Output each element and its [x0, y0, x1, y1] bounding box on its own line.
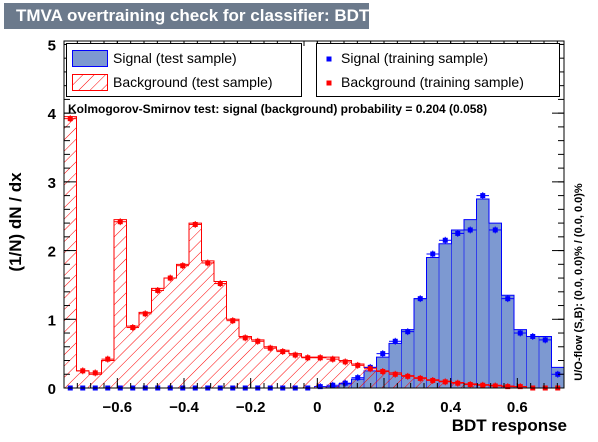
- background-training-point: [64, 115, 77, 123]
- overflow-note: U/O-flow (S,B): (0.0, 0.0)% / (0.0, 0.0)…: [573, 183, 585, 381]
- x-tick-label: 0.2: [374, 399, 395, 416]
- legend-test: Signal (test sample) Background (test sa…: [66, 43, 302, 97]
- x-tick-label: −0.4: [169, 399, 199, 416]
- legend-background-training-marker: [326, 80, 332, 86]
- y-tick-label: 1: [48, 312, 56, 329]
- legend-signal-training-label: Signal (training sample): [341, 50, 489, 66]
- x-tick-label: −0.6: [103, 399, 133, 416]
- background-training-point: [289, 351, 302, 359]
- signal-training-point: [451, 229, 464, 237]
- background-training-point: [139, 310, 152, 318]
- legend-signal-test-swatch: [72, 50, 108, 67]
- background-training-point: [339, 358, 352, 366]
- signal-training-point: [464, 226, 477, 234]
- x-axis-label: BDT response: [451, 416, 567, 435]
- background-training-point: [426, 377, 439, 384]
- background-training-point: [239, 334, 252, 342]
- chart-title: TMVA overtraining check for classifier: …: [4, 3, 369, 29]
- signal-training-point: [314, 383, 327, 390]
- y-tick-label: 4: [48, 106, 57, 123]
- background-training-point: [264, 344, 277, 352]
- background-training-point: [214, 280, 227, 287]
- background-training-point: [414, 374, 427, 382]
- x-tick-label: −0.2: [236, 399, 266, 416]
- x-tick-label: 0.6: [507, 399, 528, 416]
- background-training-point: [201, 259, 214, 267]
- background-training-point: [389, 370, 402, 378]
- legend-background-test-swatch: [72, 74, 108, 91]
- legend-training: Signal (training sample) Background (tra…: [316, 43, 560, 97]
- background-training-point: [301, 354, 314, 362]
- signal-training-point: [439, 236, 452, 244]
- y-axis-label: (1/N) dN / dx: [6, 172, 25, 272]
- background-training-point: [376, 368, 389, 375]
- background-training-point: [101, 355, 114, 363]
- signal-training-point: [414, 295, 427, 303]
- background-training-point: [164, 274, 177, 282]
- background-training-point: [126, 324, 139, 331]
- legend-signal-test-label: Signal (test sample): [113, 50, 237, 66]
- signal-training-point: [339, 379, 352, 387]
- signal-training-point: [389, 337, 402, 345]
- background-training-point: [401, 372, 414, 380]
- legend-signal-training-marker: [326, 56, 332, 62]
- signal-training-point: [489, 226, 502, 234]
- plot-frame: [63, 40, 565, 389]
- background-training-point: [151, 286, 164, 294]
- background-training-point: [251, 337, 264, 345]
- background-training-point: [226, 317, 239, 325]
- background-training-point: [176, 262, 189, 270]
- signal-training-point: [426, 250, 439, 258]
- background-training-point: [114, 218, 127, 226]
- x-tick-label: 0: [313, 399, 321, 416]
- signal-training-point: [476, 192, 489, 200]
- y-tick-label: 2: [48, 244, 56, 261]
- background-training-point: [514, 383, 527, 390]
- legend-background-test-label: Background (test sample): [113, 74, 273, 90]
- y-tick-label: 3: [48, 175, 56, 192]
- signal-training-point: [401, 328, 414, 336]
- signal-training-point: [326, 381, 339, 388]
- background-training-point: [76, 367, 89, 375]
- signal-training-point: [351, 374, 364, 382]
- background-training-point: [314, 354, 327, 362]
- legend-background-training-label: Background (training sample): [341, 74, 524, 90]
- background-training-point: [276, 348, 289, 356]
- y-tick-label: 0: [48, 381, 56, 398]
- x-tick-label: 0.4: [440, 399, 462, 416]
- signal-training-point: [526, 333, 539, 340]
- ks-test-result: Kolmogorov-Smirnov test: signal (backgro…: [68, 102, 488, 116]
- background-training-point: [326, 355, 339, 363]
- signal-training-point: [514, 329, 527, 337]
- background-training-point: [451, 379, 464, 387]
- background-training-point: [476, 381, 489, 388]
- background-training-point: [464, 381, 477, 388]
- background-training-point: [364, 365, 377, 373]
- signal-training-point: [376, 350, 389, 358]
- background-training-point: [439, 378, 452, 386]
- signal-training-point: [539, 336, 552, 344]
- signal-training-point: [501, 295, 514, 303]
- background-training-point: [351, 361, 364, 369]
- background-training-point: [89, 369, 102, 377]
- y-tick-label: 5: [48, 37, 56, 54]
- background-training-point: [189, 221, 202, 228]
